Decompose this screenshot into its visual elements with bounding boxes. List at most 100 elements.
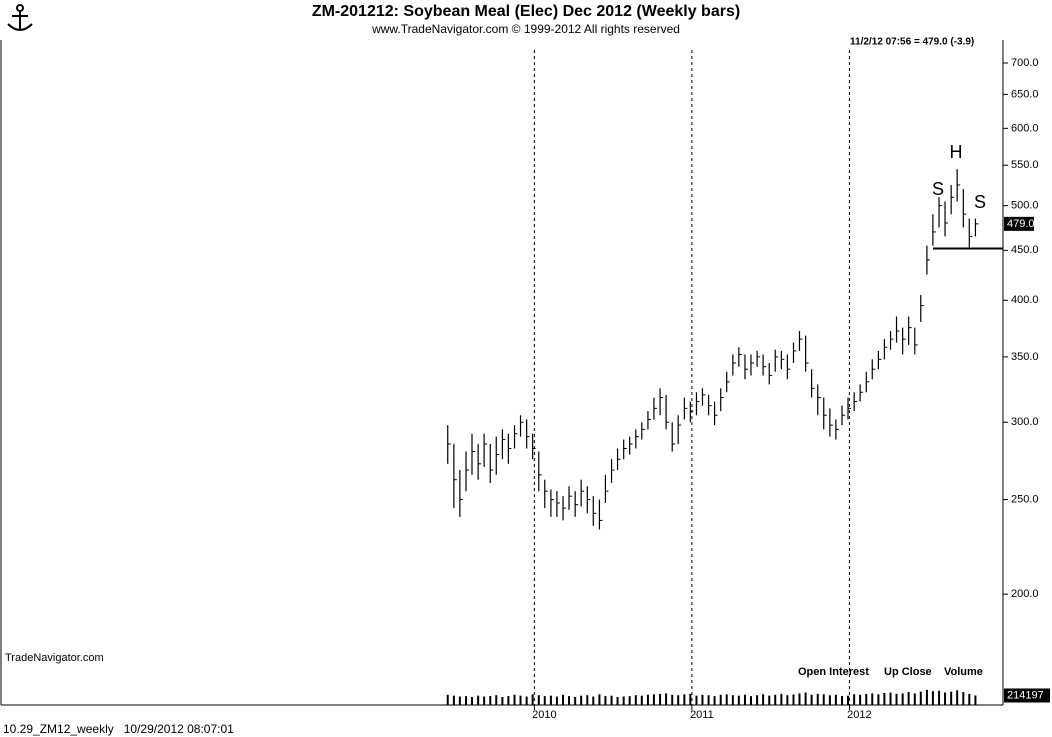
volume-bar [628, 696, 631, 705]
quote: 11/2/12 07:56 = 479.0 (-3.9) [850, 37, 974, 48]
volume-bar [762, 694, 765, 705]
volume-bar [913, 693, 916, 705]
volume-bar [525, 696, 528, 705]
y-tick-label: 650.0 [1011, 88, 1039, 100]
annotation: S [974, 192, 986, 212]
volume-bar [774, 694, 777, 705]
volume-bar [562, 694, 565, 705]
volume-bar [786, 695, 789, 705]
legend-label: Open Interest [798, 666, 869, 678]
volume-bar [962, 692, 965, 705]
volume-bar [846, 695, 849, 705]
volume-bar [701, 694, 704, 705]
volume-label-box [1004, 688, 1050, 703]
volume-bar [956, 690, 959, 705]
volume-bar [707, 695, 710, 705]
volume-bar [841, 696, 844, 705]
y-tick-label: 200.0 [1011, 588, 1039, 600]
chart-subtitle: www.TradeNavigator.com © 1999-2012 All r… [371, 22, 680, 36]
volume-bar [865, 693, 868, 705]
volume-bar [598, 694, 601, 705]
volume-bar [944, 692, 947, 705]
volume-label: 214197 [1007, 689, 1044, 701]
volume-bar [853, 694, 856, 705]
volume-bar [580, 695, 583, 705]
volume-bar [477, 695, 480, 705]
volume-bar [604, 696, 607, 705]
volume-bar [895, 693, 898, 705]
volume-bar [683, 694, 686, 705]
volume-bar [531, 694, 534, 705]
volume-bar [543, 696, 546, 705]
volume-bar [507, 696, 510, 705]
volume-bar [586, 695, 589, 705]
volume-bar [719, 694, 722, 705]
chart-title: ZM-201212: Soybean Meal (Elec) Dec 2012 … [312, 3, 740, 20]
volume-bar [743, 694, 746, 705]
volume-bar [737, 695, 740, 705]
volume-bar [931, 691, 934, 705]
volume-bar [634, 695, 637, 705]
volume-bar [925, 689, 928, 705]
volume-bar [798, 693, 801, 705]
volume-bar [907, 692, 910, 705]
volume-bar [489, 696, 492, 705]
volume-bar [822, 694, 825, 705]
logo [7, 4, 33, 31]
y-tick-label: 300.0 [1011, 416, 1039, 428]
volume-bar [513, 694, 516, 705]
volume-bar [501, 697, 504, 705]
last-price-box [1004, 216, 1034, 231]
volume-bar [919, 691, 922, 705]
volume-bar [470, 697, 473, 705]
volume-bar [465, 696, 468, 705]
volume-bar [646, 694, 649, 705]
volume-bar [713, 696, 716, 705]
volume-bar [731, 695, 734, 705]
volume-bar [555, 696, 558, 705]
volume-bar [834, 694, 837, 705]
volume-bar [592, 696, 595, 705]
volume-bar [780, 693, 783, 705]
last-price-label: 479.0 [1007, 218, 1035, 230]
x-tick-label: 2012 [847, 709, 871, 721]
volume-bar [816, 693, 819, 705]
watermark: TradeNavigator.com [5, 652, 104, 664]
volume-bar [974, 695, 977, 705]
volume-bar [549, 695, 552, 705]
volume-bar [610, 695, 613, 705]
annotation: H [950, 142, 963, 162]
volume-bar [483, 696, 486, 705]
volume-bar [901, 693, 904, 705]
volume-bar [810, 694, 813, 705]
volume-bar [677, 695, 680, 705]
volume-bar [695, 695, 698, 705]
volume-bar [495, 695, 498, 705]
volume-bar [725, 694, 728, 705]
volume-bar [519, 695, 522, 705]
volume-bar [804, 692, 807, 705]
volume-bar [768, 695, 771, 705]
volume-bar [792, 694, 795, 705]
volume-bar [968, 693, 971, 705]
volume-bar [883, 693, 886, 705]
volume-bar [452, 695, 455, 705]
volume-bar [889, 692, 892, 705]
legend-label: Up Close [884, 666, 932, 678]
volume-bar [574, 697, 577, 705]
volume-bar [568, 696, 571, 705]
volume-bar [828, 695, 831, 705]
volume-bar [652, 694, 655, 705]
volume-bar [689, 693, 692, 705]
x-tick-label: 2010 [532, 709, 556, 721]
volume-bar [950, 691, 953, 705]
volume-bar [659, 693, 662, 705]
annotation: S [932, 179, 944, 199]
volume-bar [671, 694, 674, 705]
volume-bar [665, 693, 668, 705]
volume-bar [859, 694, 862, 705]
y-tick-label: 350.0 [1011, 351, 1039, 363]
y-tick-label: 450.0 [1011, 244, 1039, 256]
